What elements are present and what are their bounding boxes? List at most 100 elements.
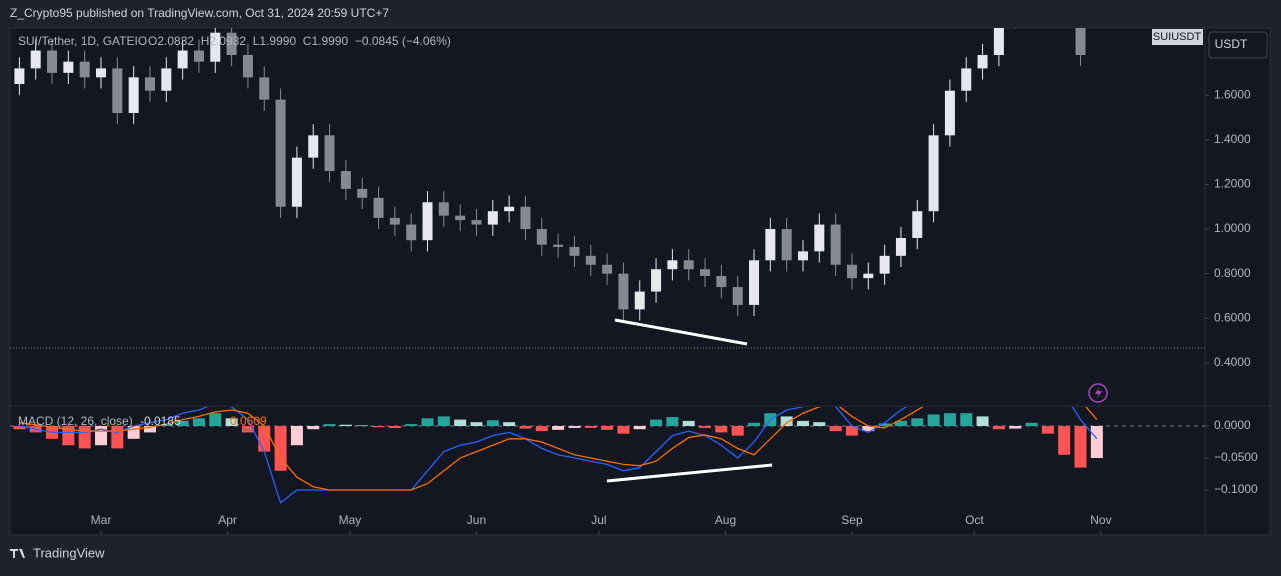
candle-body	[797, 251, 808, 261]
histogram-bar	[372, 426, 385, 428]
histogram-bar	[307, 426, 320, 430]
candle-body	[651, 269, 662, 292]
candle-body	[765, 229, 776, 261]
trend-line	[614, 318, 748, 346]
histogram-bar	[1090, 426, 1103, 459]
histogram-bar	[470, 422, 483, 427]
candle-body	[846, 264, 857, 279]
candle-body	[863, 273, 874, 279]
candle-body	[618, 273, 629, 310]
candle-body	[814, 224, 825, 252]
histogram-bar	[421, 418, 434, 427]
histogram-bar	[1009, 426, 1022, 429]
candle-body	[1010, 6, 1020, 17]
x-tick-label: Mar	[91, 513, 112, 527]
alert-icon[interactable]	[1088, 383, 1108, 403]
histogram-bar	[943, 413, 956, 427]
histogram-bar	[111, 426, 124, 449]
candle-body	[455, 215, 466, 221]
candle-body	[438, 202, 449, 216]
candle-body	[716, 275, 727, 288]
histogram-bar	[894, 420, 907, 427]
histogram-bar	[535, 426, 548, 432]
candle-body	[210, 32, 221, 62]
histogram-bar	[225, 418, 238, 427]
candle-body	[161, 68, 172, 91]
histogram-bar	[241, 426, 254, 433]
histogram-bar	[437, 416, 450, 427]
histogram-bar	[1074, 426, 1087, 468]
histogram-bar	[290, 426, 303, 446]
histogram-bar	[356, 425, 369, 427]
candle-body	[324, 135, 335, 172]
histogram-bar	[650, 419, 663, 427]
histogram-bar	[486, 420, 499, 427]
candle-body	[553, 244, 564, 247]
candle-body	[928, 135, 939, 212]
candle-body	[977, 55, 988, 69]
histogram-bar	[666, 417, 679, 427]
candle-body	[128, 77, 139, 114]
candle-body	[830, 224, 841, 265]
candle-body	[275, 99, 286, 207]
badge: SUIUSDT	[1153, 31, 1202, 43]
currency-button[interactable]	[1208, 31, 1268, 59]
currency[interactable]: USDT	[1215, 37, 1248, 51]
candle-body	[259, 77, 270, 100]
histogram-bar	[682, 420, 695, 427]
x-tick-label: Aug	[715, 513, 736, 527]
y-tick-label: 1.6000	[1214, 87, 1251, 101]
y-tick-label: 1.4000	[1214, 132, 1251, 146]
candle-body	[96, 68, 107, 78]
histogram-bar	[323, 424, 336, 427]
y-tick-label: 0.4000	[1214, 355, 1251, 369]
candle-body	[993, 28, 1004, 55]
histogram-bar	[829, 426, 842, 432]
x-tick-label: Jun	[467, 513, 486, 527]
candle-body	[1027, 0, 1037, 6]
histogram-bar	[1058, 426, 1071, 455]
histogram-bar	[731, 426, 744, 436]
trend-line	[606, 463, 773, 483]
candle-body	[193, 50, 204, 62]
candle-body	[504, 206, 515, 212]
histogram-bar	[388, 426, 401, 428]
candle-body	[961, 68, 972, 91]
y-tick-label: 0.0000	[1214, 418, 1251, 432]
candle-body	[340, 171, 351, 189]
candle-body	[14, 68, 25, 85]
candle-body	[406, 224, 417, 241]
brand: TradingView	[33, 545, 105, 560]
candle-body	[895, 237, 906, 256]
alert-bolt	[1095, 387, 1102, 399]
histogram-bar	[601, 426, 614, 430]
x-tick-label: Nov	[1090, 513, 1111, 527]
candle-body	[585, 255, 596, 265]
histogram-bar	[405, 424, 418, 427]
candle-body	[1075, 28, 1086, 55]
candle-body	[749, 260, 760, 305]
candle-body	[732, 287, 743, 305]
histogram-bar	[796, 420, 809, 427]
histogram-bar	[274, 426, 287, 471]
macd-line	[19, 407, 1098, 504]
y-tick-label: 1.0000	[1214, 221, 1251, 235]
candle-body	[144, 77, 155, 91]
candle-body	[63, 61, 74, 73]
candle-body	[357, 188, 368, 198]
macd-legend-value: -0.0185	[140, 414, 181, 428]
histogram-bar	[715, 426, 728, 433]
candle-body	[569, 246, 580, 256]
histogram-bar	[552, 426, 565, 430]
candle-body	[47, 50, 58, 73]
badge-bg	[1152, 29, 1203, 45]
histogram-bar	[960, 413, 973, 427]
candle-body	[487, 211, 498, 225]
price-panel	[14, 0, 1086, 321]
candle-body	[1059, 0, 1069, 1]
histogram-bar	[339, 424, 352, 427]
histogram-bar	[454, 419, 467, 427]
candle-body	[226, 32, 237, 55]
candle-body	[79, 61, 90, 78]
histogram-bar	[878, 423, 891, 427]
